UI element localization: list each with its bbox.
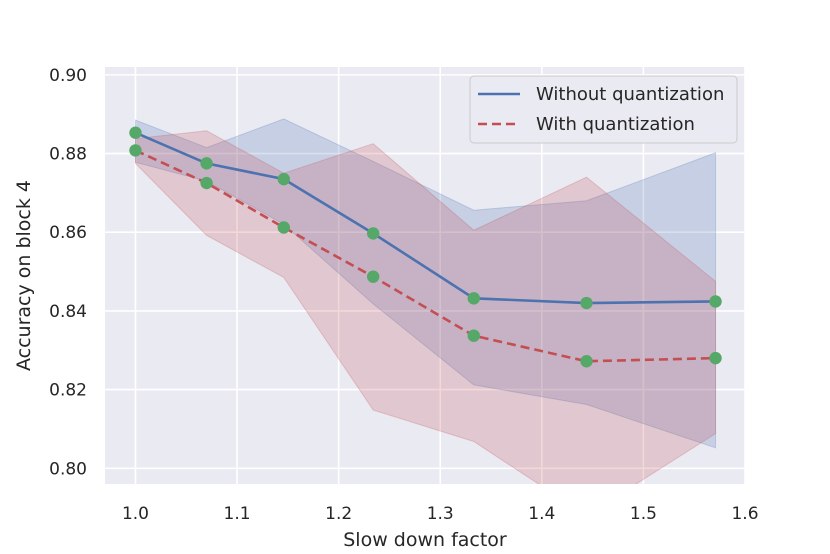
legend-label-without-quantization: Without quantization xyxy=(536,84,724,105)
x-axis-ticks: 1.0 1.1 1.2 1.3 1.4 1.5 1.6 xyxy=(122,504,759,524)
y-tick-label: 0.88 xyxy=(49,145,87,165)
confidence-band-series-0 xyxy=(134,118,717,449)
x-tick-label: 1.3 xyxy=(427,504,454,524)
data-point-series-0 xyxy=(129,126,142,139)
y-tick-label: 0.82 xyxy=(49,381,87,401)
x-tick-label: 1.1 xyxy=(224,504,251,524)
data-point-series-1 xyxy=(580,355,593,368)
data-markers xyxy=(129,126,722,368)
x-tick-label: 1.5 xyxy=(630,504,657,524)
data-point-series-0 xyxy=(709,295,722,308)
data-point-series-0 xyxy=(467,292,480,305)
legend-box xyxy=(469,75,738,144)
y-tick-label: 0.80 xyxy=(49,459,87,479)
data-point-series-1 xyxy=(200,176,213,190)
y-tick-label: 0.84 xyxy=(49,302,87,322)
legend-label-with-quantization: With quantization xyxy=(536,114,695,135)
x-tick-label: 1.2 xyxy=(325,504,352,524)
data-point-series-0 xyxy=(277,172,290,186)
data-point-series-0 xyxy=(580,296,593,310)
x-tick-label: 1.0 xyxy=(122,504,149,524)
x-tick-label: 1.4 xyxy=(528,504,555,524)
y-tick-label: 0.86 xyxy=(49,223,87,243)
data-point-series-0 xyxy=(200,157,213,170)
x-tick-label: 1.6 xyxy=(731,504,758,524)
legend: Without quantization With quantization xyxy=(469,75,738,144)
y-axis-ticks: 0.80 0.82 0.84 0.86 0.88 0.90 xyxy=(49,66,87,479)
data-point-series-1 xyxy=(467,329,480,342)
data-point-series-1 xyxy=(277,221,290,234)
y-tick-label: 0.90 xyxy=(49,66,87,86)
data-point-series-0 xyxy=(366,227,380,240)
data-point-series-1 xyxy=(129,144,142,157)
data-point-series-1 xyxy=(709,351,722,365)
data-point-series-1 xyxy=(366,270,380,283)
y-axis-label: Accuracy on block 4 xyxy=(13,180,35,371)
grid xyxy=(105,67,746,484)
x-axis-label: Slow down factor xyxy=(343,529,507,551)
